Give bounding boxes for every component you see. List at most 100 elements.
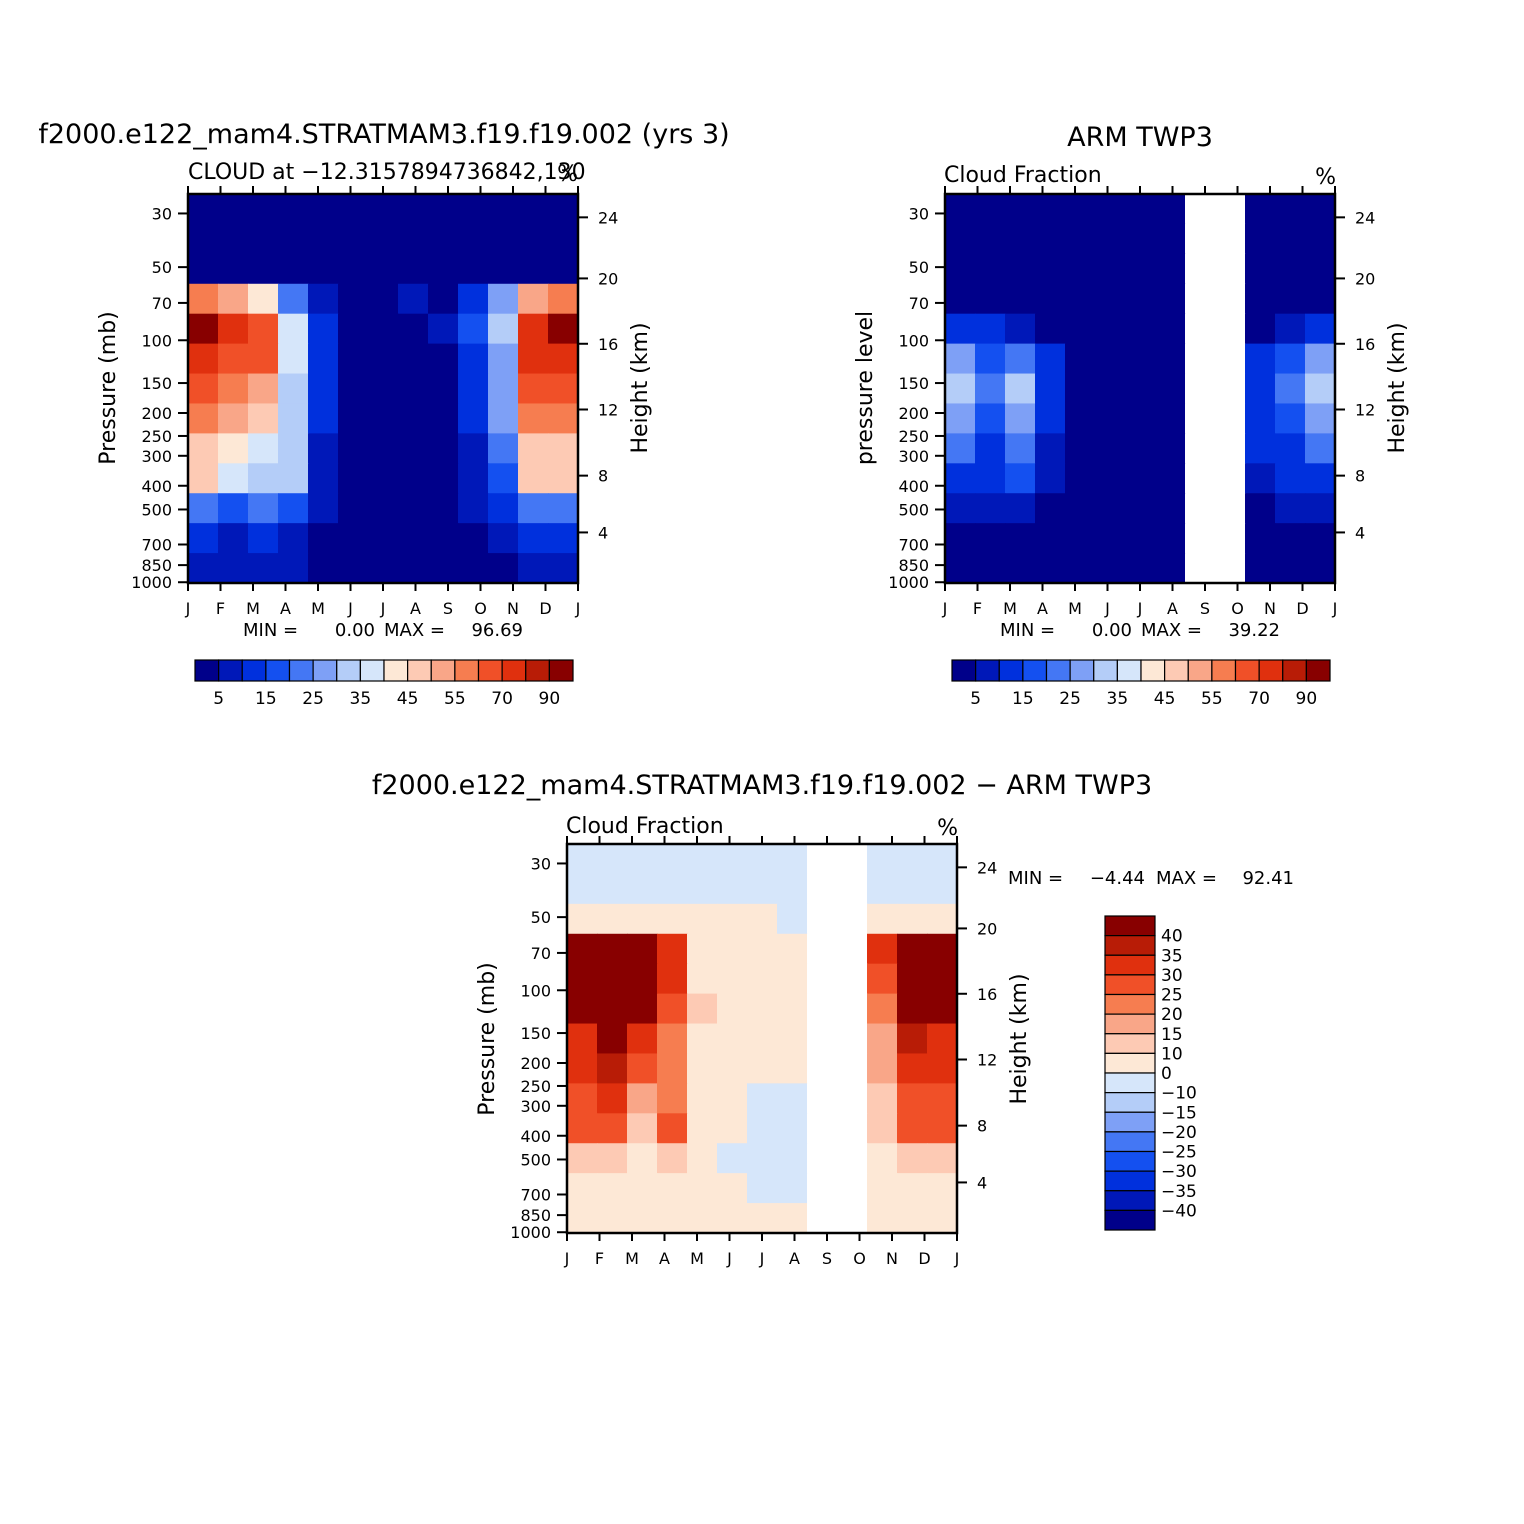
data-cell	[975, 194, 1006, 225]
data-cell	[867, 1203, 898, 1234]
data-cell	[717, 1173, 748, 1204]
plot-area	[567, 844, 958, 1234]
data-cell	[488, 463, 519, 494]
data-cell	[488, 493, 519, 524]
panel-subtitle: CLOUD at −12.3157894736842,130	[188, 160, 586, 185]
data-cell	[1305, 523, 1336, 554]
data-cell	[567, 1023, 598, 1055]
panel-title: f2000.e122_mam4.STRATMAM3.f19.f19.002 − …	[372, 770, 1152, 801]
data-cell	[1005, 223, 1036, 255]
data-cell	[458, 373, 489, 405]
data-cell	[398, 553, 429, 584]
data-cell	[1245, 403, 1276, 434]
colorbar-label: 55	[1201, 689, 1223, 709]
data-cell	[867, 844, 898, 875]
y-tick-right-label: 16	[598, 335, 618, 354]
x-tick-label: M	[311, 599, 325, 618]
data-cell	[807, 993, 838, 1025]
data-cell	[747, 903, 778, 935]
data-cell	[927, 1083, 958, 1114]
data-cell	[717, 1023, 748, 1055]
data-cell	[398, 194, 429, 225]
x-tick-label: O	[853, 1249, 866, 1268]
data-cell	[1095, 194, 1126, 225]
data-cell	[1245, 283, 1276, 315]
data-cell	[248, 433, 279, 464]
data-cell	[717, 1113, 748, 1144]
data-cell	[567, 993, 598, 1025]
data-cell	[218, 194, 249, 225]
data-cell	[627, 873, 658, 905]
data-cell	[807, 873, 838, 905]
x-tick-label: M	[1003, 599, 1017, 618]
data-cell	[837, 1053, 868, 1084]
data-cell	[627, 844, 658, 875]
colorbar-swatch	[1093, 659, 1118, 682]
data-cell	[1065, 523, 1096, 554]
y-tick-right-label: 20	[1355, 269, 1375, 288]
data-cell	[747, 993, 778, 1025]
data-cell	[597, 903, 628, 935]
data-cell	[945, 373, 976, 405]
data-cell	[1215, 523, 1246, 554]
data-cell	[1095, 523, 1126, 554]
y-tick-right-label: 12	[598, 401, 618, 420]
data-cell	[1065, 253, 1096, 285]
plot-area	[188, 194, 579, 584]
colorbar-swatch	[1187, 659, 1213, 682]
data-cell	[488, 373, 519, 405]
colorbar-label: 10	[1161, 1044, 1183, 1064]
data-cell	[1125, 463, 1156, 494]
data-cell	[1305, 313, 1336, 345]
colorbar-swatch	[1140, 659, 1166, 682]
min-value: 0.00	[335, 620, 375, 641]
data-cell	[777, 963, 808, 995]
data-cell	[1215, 493, 1246, 524]
y-tick-right-label: 4	[977, 1173, 987, 1192]
data-cell	[945, 553, 976, 584]
data-cell	[1095, 373, 1126, 405]
data-cell	[945, 283, 976, 315]
data-cell	[807, 1053, 838, 1084]
data-cell	[488, 553, 519, 584]
data-cell	[1275, 283, 1306, 315]
data-cell	[428, 433, 459, 464]
data-cell	[747, 963, 778, 995]
data-cell	[597, 844, 628, 875]
colorbar-swatch	[1104, 1052, 1156, 1074]
colorbar-label: 70	[491, 689, 513, 709]
colorbar-label: 5	[970, 689, 981, 709]
data-cell	[548, 493, 579, 524]
data-cell	[777, 1173, 808, 1204]
data-cell	[1065, 343, 1096, 375]
colorbar-label: 5	[213, 689, 224, 709]
data-cell	[1215, 283, 1246, 315]
data-cell	[548, 283, 579, 315]
data-cell	[488, 343, 519, 375]
data-cell	[657, 1113, 688, 1144]
colorbar-swatch	[525, 659, 550, 682]
data-cell	[657, 873, 688, 905]
colorbar-swatch	[548, 659, 574, 682]
data-cell	[657, 993, 688, 1025]
data-cell	[518, 463, 549, 494]
data-cell	[368, 493, 399, 524]
data-cell	[717, 1053, 748, 1084]
data-cell	[1065, 493, 1096, 524]
data-cell	[897, 873, 928, 905]
max-label: MAX =	[1156, 868, 1217, 889]
data-cell	[807, 903, 838, 935]
data-cell	[747, 933, 778, 965]
data-cell	[278, 403, 309, 434]
data-cell	[218, 223, 249, 255]
min-label: MIN =	[1008, 868, 1063, 889]
y-tick-right-label: 8	[598, 467, 608, 486]
data-cell	[1215, 403, 1246, 434]
data-cell	[927, 1143, 958, 1174]
colorbar-swatch	[312, 659, 338, 682]
data-cell	[338, 283, 369, 315]
data-cell	[597, 1203, 628, 1234]
x-tick-label: J	[759, 1249, 765, 1268]
data-cell	[548, 463, 579, 494]
data-cell	[597, 1113, 628, 1144]
